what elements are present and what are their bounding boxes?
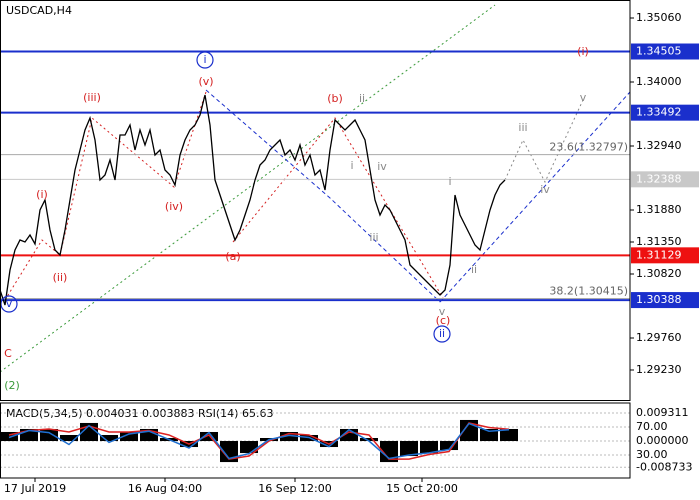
wave-label: (v) xyxy=(198,75,213,88)
wave-label: C xyxy=(4,347,12,360)
indicator-frame xyxy=(0,402,631,479)
macd-bar xyxy=(400,441,418,457)
macd-bar xyxy=(0,431,18,442)
y2-tick-label: 30.00 xyxy=(636,448,668,461)
level-tag xyxy=(631,104,699,121)
wave-label: iii xyxy=(518,121,527,134)
wave-label: ii xyxy=(439,327,445,340)
y-tick-label: -0.008733 xyxy=(636,460,692,473)
chart-title: USDCAD,H4 xyxy=(6,4,72,17)
wave-label: (iv) xyxy=(165,200,183,213)
macd-bar xyxy=(380,441,398,463)
rsi-line xyxy=(8,422,510,460)
wave-line xyxy=(205,89,441,303)
wave-label: (iii) xyxy=(83,91,101,104)
wave-line xyxy=(504,99,584,184)
y-tick-label: 1.30820 xyxy=(636,267,682,280)
macd-bar xyxy=(100,434,118,442)
wave-label: (ii) xyxy=(53,271,68,284)
wave-label: (i) xyxy=(577,45,589,58)
wave-label: (a) xyxy=(225,250,240,263)
macd-bar xyxy=(40,428,58,442)
macd-bar xyxy=(360,438,378,442)
wave-label: (2) xyxy=(4,379,20,392)
level-tag-label: 1.30388 xyxy=(636,293,682,306)
macd-bar xyxy=(440,441,458,451)
price-frame xyxy=(0,0,631,401)
y-tick-label: 1.29760 xyxy=(636,331,682,344)
price-tag xyxy=(631,171,699,188)
wave-circle xyxy=(433,325,451,343)
wave-label: v xyxy=(439,305,446,318)
macd-bar xyxy=(280,431,298,442)
indicator-header: MACD(5,34,5) 0.004031 0.003883 RSI(14) 6… xyxy=(6,407,273,420)
wave-circle xyxy=(196,51,214,69)
wave-label: i xyxy=(350,159,353,172)
y-tick-label: 1.29230 xyxy=(636,363,682,376)
level-tag xyxy=(631,292,699,309)
wave-line xyxy=(232,117,444,299)
x-tick-label: 16 Aug 04:00 xyxy=(128,482,202,495)
level-tag-label: 1.31129 xyxy=(636,248,682,261)
y-tick-label: 1.31350 xyxy=(636,235,682,248)
y2-tick-label: 70.00 xyxy=(636,420,668,433)
y-tick-label: 1.34000 xyxy=(636,75,682,88)
y-tick-label: 1.32940 xyxy=(636,139,682,152)
wave-label: i xyxy=(448,175,451,188)
macd-bar xyxy=(420,441,438,454)
macd-bar xyxy=(120,431,138,442)
level-tag-label: 1.34505 xyxy=(636,45,682,58)
level-tag xyxy=(631,43,699,60)
y-tick-label: 1.31880 xyxy=(636,203,682,216)
wave-label: ii xyxy=(471,263,477,276)
wave-label: i xyxy=(203,53,206,66)
wave-label: ii xyxy=(359,92,365,105)
price-tag-label: 1.32388 xyxy=(636,172,682,185)
y-tick-label: 0.000000 xyxy=(636,434,689,447)
fib-label: 23.6(1.32797) xyxy=(549,141,628,154)
wave-label: (c) xyxy=(436,314,451,327)
macd-bar xyxy=(480,428,498,442)
fib-label: 38.2(1.30415) xyxy=(549,284,628,297)
macd-bar xyxy=(200,431,218,442)
wave-line xyxy=(439,91,631,303)
wave-label: (i) xyxy=(36,188,48,201)
signal-line xyxy=(8,422,510,460)
wave-label: v xyxy=(6,297,13,310)
wave-label: (b) xyxy=(327,92,343,105)
wave-label: iii xyxy=(369,231,378,244)
wave-label: iv xyxy=(540,183,550,196)
y-tick-label: 1.35060 xyxy=(636,11,682,24)
macd-bar xyxy=(60,434,78,442)
x-tick-label: 16 Sep 12:00 xyxy=(258,482,331,495)
macd-bar xyxy=(500,428,518,442)
price-line xyxy=(0,94,506,306)
x-tick-label: 17 Jul 2019 xyxy=(4,482,66,495)
level-tag-label: 1.33492 xyxy=(636,106,682,119)
level-tag xyxy=(631,247,699,264)
x-tick-label: 15 Oct 20:00 xyxy=(386,482,458,495)
wave-label: v xyxy=(580,91,587,104)
y-tick-label: 0.009311 xyxy=(636,406,689,419)
wave-label: iv xyxy=(377,160,387,173)
